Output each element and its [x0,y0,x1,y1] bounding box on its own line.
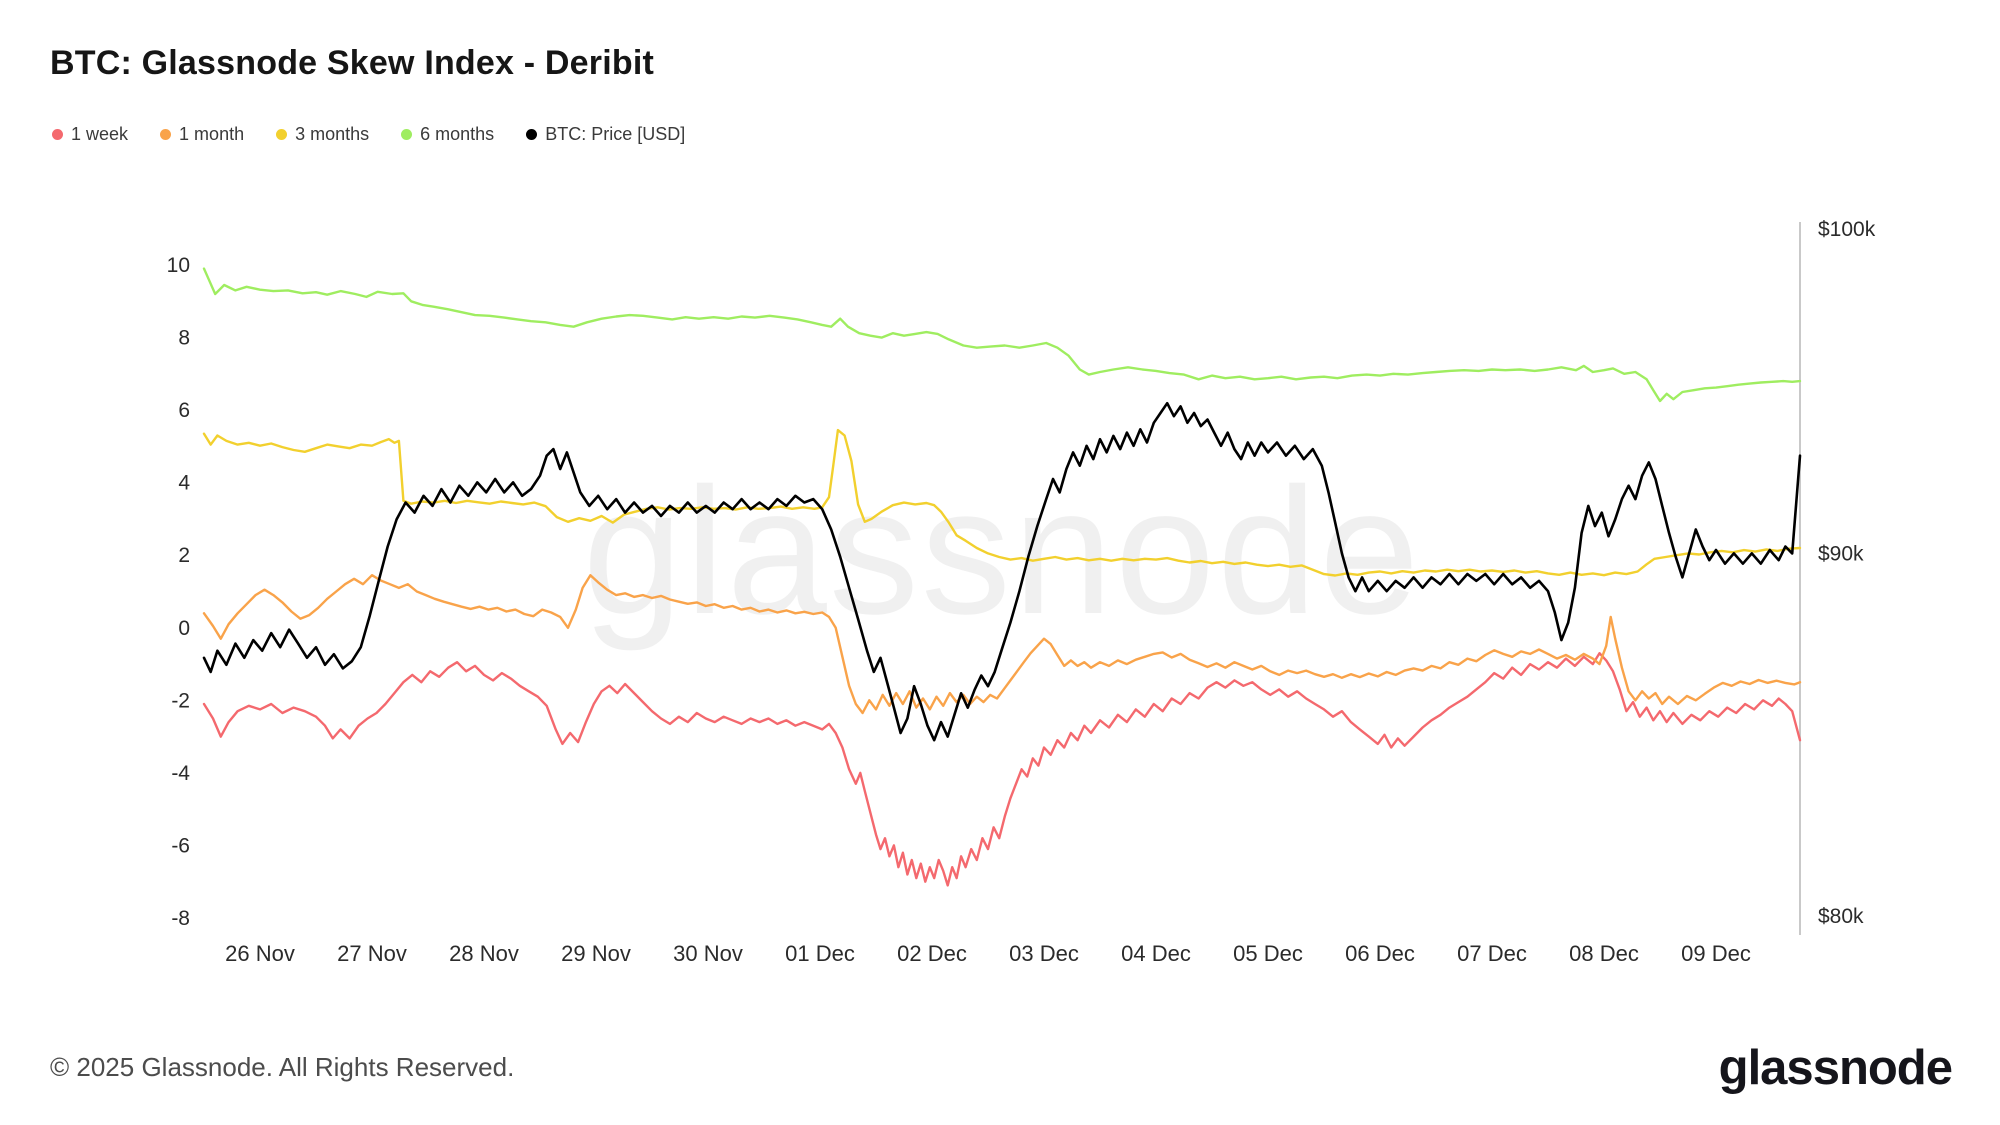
x-axis-tick-label: 07 Dec [1457,941,1527,966]
x-axis-tick-label: 30 Nov [673,941,743,966]
right-axis-tick-label: $80k [1818,905,1864,928]
legend-swatch-1-month-icon [160,129,172,140]
left-axis-tick-label: 2 [178,544,190,567]
x-axis-tick-label: 26 Nov [225,941,295,966]
right-axis-tick-label: $100k [1818,218,1876,241]
left-axis-tick-label: 10 [167,254,190,277]
x-axis-tick-label: 08 Dec [1569,941,1639,966]
series-line-1m [202,574,1802,715]
x-axis-tick-label: 05 Dec [1233,941,1303,966]
legend-item-6-months[interactable]: 6 months [401,124,494,145]
x-axis-tick-label: 29 Nov [561,941,631,966]
glassnode-logo: glassnode [1718,1041,1953,1095]
legend-item-1-week[interactable]: 1 week [52,124,128,145]
left-axis-tick-label: -2 [171,689,190,712]
right-axis-tick-label: $90k [1818,542,1864,565]
legend-swatch-6-months-icon [401,129,413,140]
x-axis-tick-label: 06 Dec [1345,941,1415,966]
left-axis-tick-label: -8 [171,907,190,930]
x-axis-tick-label: 27 Nov [337,941,407,966]
legend-label-3-months: 3 months [295,124,370,144]
legend-swatch-btc-price-icon [526,129,538,140]
legend-item-btc-price[interactable]: BTC: Price [USD] [526,124,685,145]
legend-label-1-month: 1 month [179,124,245,144]
x-axis-tick-label: 04 Dec [1121,941,1191,966]
legend-swatch-1-week-icon [52,129,63,140]
legend-item-3-months[interactable]: 3 months [276,124,369,145]
x-axis-tick-label: 09 Dec [1681,941,1751,966]
legend-item-1-month[interactable]: 1 month [160,124,244,145]
left-axis-tick-label: 4 [178,472,190,495]
legend-label-6-months: 6 months [420,124,495,144]
legend-label-1-week: 1 week [71,124,129,144]
page-title: BTC: Glassnode Skew Index - Deribit [50,44,655,82]
series-line-6m [202,267,1802,403]
left-axis-tick-label: 8 [178,327,190,350]
copyright-text: © 2025 Glassnode. All Rights Reserved. [50,1052,515,1082]
left-axis-tick-label: -4 [171,762,190,785]
legend-swatch-3-months-icon [276,129,288,140]
series-line-btc-price [202,401,1802,742]
x-axis-tick-label: 02 Dec [897,941,967,966]
left-axis-tick-label: -6 [171,834,190,857]
left-axis-tick-label: 6 [178,399,190,422]
series-line-1w [202,652,1802,887]
watermark: glassnode [583,451,1422,652]
x-axis-tick-label: 28 Nov [449,941,519,966]
x-axis-tick-label: 01 Dec [785,941,855,966]
legend-label-btc-price: BTC: Price [USD] [545,124,686,144]
x-axis-tick-label: 03 Dec [1009,941,1079,966]
left-axis-tick-label: 0 [178,617,190,640]
legend: 1 week 1 month 3 months 6 months BTC: Pr… [52,124,685,145]
